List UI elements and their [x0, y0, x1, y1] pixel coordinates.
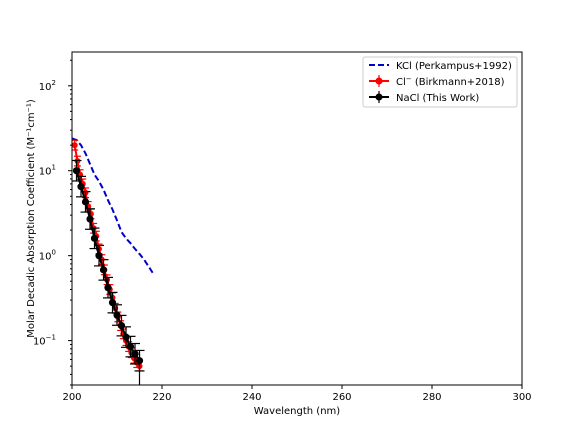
y-axis-label: Molar Decadic Absorption Coefficient (M⁻…: [26, 99, 37, 338]
data-point-nacl: [117, 322, 126, 330]
series-2: [72, 159, 145, 385]
x-tick-label: 220: [152, 392, 171, 403]
data-point-nacl: [126, 342, 135, 351]
data-point-nacl: [72, 167, 81, 175]
legend-label-cl-suffix: (Birkmann+2018): [412, 77, 505, 88]
legend-marker-nacl: [375, 93, 383, 101]
data-point-nacl: [108, 299, 117, 307]
legend-box: [362, 56, 518, 108]
x-tick-label: 240: [242, 392, 261, 403]
y-tick-base: 10: [33, 337, 46, 348]
data-point-nacl: [113, 311, 121, 319]
x-tick-label: 280: [422, 392, 441, 403]
series-0: [72, 137, 154, 274]
x-tick-label: 300: [512, 392, 531, 403]
data-point-nacl: [81, 198, 90, 206]
y-tick-label: 100: [39, 249, 56, 263]
data-point-nacl: [95, 252, 103, 260]
legend-entry-nacl: NaCl (This Work): [369, 91, 479, 104]
legend-marker-cl: [375, 77, 383, 85]
data-point-nacl: [104, 284, 112, 292]
y-tick-exponent: −1: [46, 334, 56, 342]
y-tick-label: 102: [39, 79, 56, 93]
legend-entry-kcl: KCl (Perkampus+1992): [369, 61, 512, 72]
y-tick-exponent: 0: [52, 249, 56, 257]
legend-label-kcl: KCl (Perkampus+1992): [396, 61, 512, 72]
x-tick-label: 260: [332, 392, 351, 403]
legend-label-cl-sup: −: [406, 75, 412, 83]
y-tick-base: 10: [39, 252, 52, 263]
legend-entry-cl: Cl− (Birkmann+2018): [369, 75, 505, 88]
data-point-nacl: [77, 183, 85, 191]
y-tick-label: 101: [39, 164, 56, 178]
data-point-nacl: [131, 350, 139, 358]
data-point-nacl: [135, 357, 144, 365]
plot-frame: [71, 51, 523, 386]
y-tick-base: 10: [39, 167, 52, 178]
x-axis: 200 220 240 260 280 300: [62, 385, 532, 403]
legend-label-nacl: NaCl (This Work): [396, 93, 479, 104]
data-point-cl: [72, 142, 78, 149]
data-point-nacl: [90, 234, 99, 242]
data-point-nacl: [86, 215, 94, 223]
y-tick-exponent: 2: [52, 79, 56, 87]
y-tick-exponent: 1: [52, 164, 56, 172]
x-tick-label: 200: [62, 392, 81, 403]
legend-label-cl: Cl− (Birkmann+2018): [396, 75, 505, 88]
series-layer: [72, 137, 154, 385]
series-line-kcl: [72, 137, 154, 274]
y-tick-label: 10−1: [33, 334, 56, 348]
legend-label-cl-prefix: Cl: [396, 77, 406, 88]
legend: KCl (Perkampus+1992) Cl− (Birkmann+2018)…: [362, 56, 518, 108]
data-point-nacl: [99, 266, 108, 274]
x-axis-label: Wavelength (nm): [254, 406, 340, 417]
data-point-nacl: [122, 333, 130, 341]
y-tick-base: 10: [39, 82, 52, 93]
